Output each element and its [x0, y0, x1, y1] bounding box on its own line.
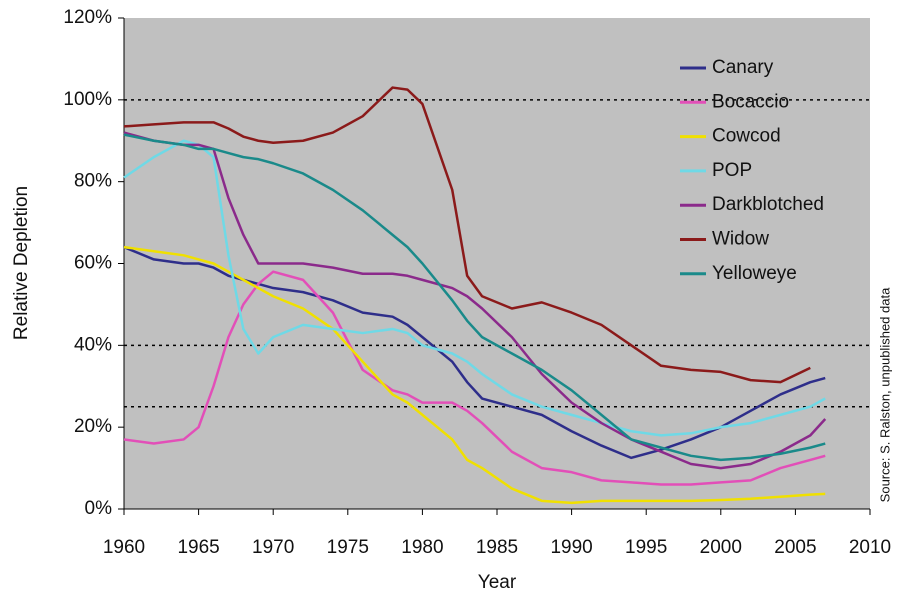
- legend-label: Cowcod: [712, 126, 781, 147]
- legend-label: Bocaccio: [712, 91, 789, 112]
- x-tick-label: 1985: [476, 537, 518, 558]
- x-tick-label: 1960: [103, 537, 145, 558]
- y-tick-label: 0%: [85, 498, 113, 519]
- series-line: [123, 139, 826, 437]
- series-line: [123, 86, 811, 384]
- x-tick-label: 1995: [625, 537, 667, 558]
- x-tick-label: 1975: [327, 537, 369, 558]
- y-tick-label: 20%: [74, 416, 112, 437]
- x-tick-label: 2000: [700, 537, 742, 558]
- series-line: [123, 131, 827, 470]
- x-tick-label: 2010: [849, 537, 891, 558]
- series-line: [123, 245, 826, 505]
- y-tick-label: 40%: [74, 334, 112, 355]
- x-tick-label: 1990: [550, 537, 592, 558]
- y-tick-label: 100%: [63, 89, 112, 110]
- series-line: [123, 270, 826, 486]
- x-tick-label: 1970: [252, 537, 294, 558]
- legend-label: Yelloweye: [712, 263, 797, 284]
- x-axis-title: Year: [478, 572, 517, 593]
- legend-label: Canary: [712, 57, 774, 78]
- source-note: Source: S. Ralston, unpublished data: [877, 287, 892, 502]
- y-tick-label: 120%: [63, 7, 112, 28]
- x-tick-label: 2005: [774, 537, 816, 558]
- y-axis-title: Relative Depletion: [11, 186, 32, 340]
- x-tick-label: 1980: [401, 537, 443, 558]
- legend-label: Darkblotched: [712, 194, 824, 215]
- series-line: [123, 133, 826, 462]
- y-tick-label: 60%: [74, 253, 112, 274]
- x-tick-label: 1965: [177, 537, 219, 558]
- legend-label: POP: [712, 160, 752, 181]
- y-tick-label: 80%: [74, 171, 112, 192]
- legend-label: Widow: [712, 229, 769, 250]
